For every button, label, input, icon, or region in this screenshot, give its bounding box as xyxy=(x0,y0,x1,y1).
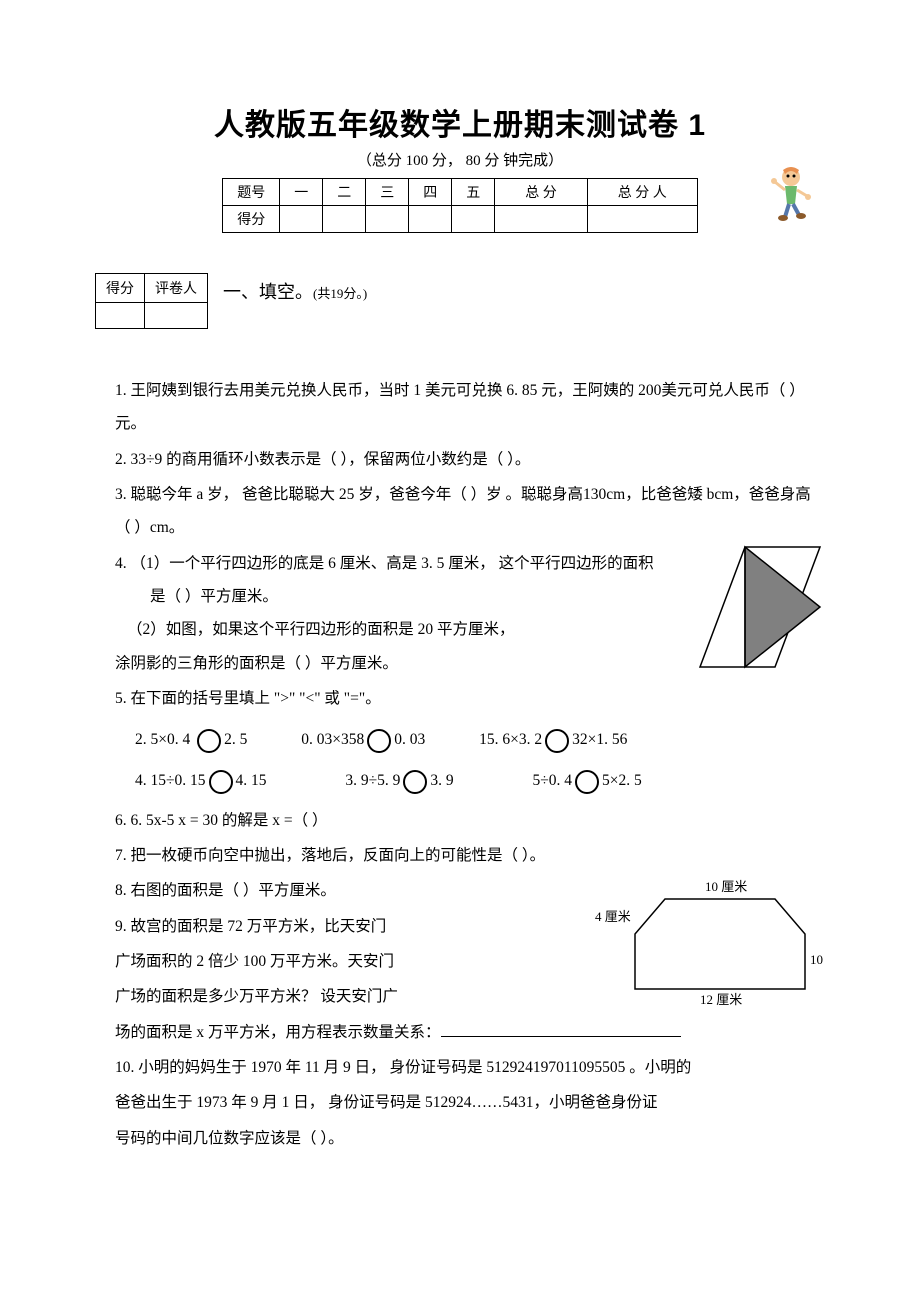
exam-title: 人教版五年级数学上册期末测试卷 1 xyxy=(95,100,825,144)
pentagon-label-right: 10 厘米 xyxy=(810,952,825,967)
compare-item: 3. 9÷5. 93. 9 xyxy=(345,764,453,797)
compare-row-2: 4. 15÷0. 154. 15 3. 9÷5. 93. 9 5÷0. 45×2… xyxy=(135,764,825,797)
mascot-decoration xyxy=(763,162,818,222)
compare-item: 0. 03×3580. 03 xyxy=(301,723,425,756)
exam-subtitle: （总分 100 分， 80 分 钟完成） xyxy=(95,149,825,170)
grader-value-cell xyxy=(96,303,145,329)
score-header-cell: 三 xyxy=(366,179,409,206)
score-header-cell: 总 分 人 xyxy=(587,179,697,206)
compare-circle xyxy=(209,770,233,794)
score-value-cell xyxy=(452,206,495,233)
question-5: 5. 在下面的括号里填上 ">" "<" 或 "="。 xyxy=(115,682,825,715)
question-6: 6. 6. 5x-5 x = 30 的解是 x =（ ） xyxy=(115,804,825,837)
question-9d-text: 场的面积是 x 万平方米，用方程表示数量关系： xyxy=(115,1024,441,1041)
score-value-cell xyxy=(366,206,409,233)
grader-table: 得分 评卷人 xyxy=(95,273,208,329)
score-value-cell xyxy=(587,206,697,233)
score-value-cell xyxy=(323,206,366,233)
question-10b: 爸爸出生于 1973 年 9 月 1 日， 身份证号码是 512924……543… xyxy=(115,1086,825,1119)
score-header-cell: 题号 xyxy=(223,179,280,206)
grader-value-cell xyxy=(145,303,208,329)
compare-circle xyxy=(403,770,427,794)
compare-circle xyxy=(575,770,599,794)
grader-header-cell: 得分 xyxy=(96,274,145,303)
score-header-cell: 总 分 xyxy=(495,179,588,206)
question-10a: 10. 小明的妈妈生于 1970 年 11 月 9 日， 身份证号码是 5129… xyxy=(115,1051,825,1084)
compare-circle xyxy=(197,729,221,753)
compare-item: 15. 6×3. 232×1. 56 xyxy=(479,723,627,756)
question-8-9-block: 10 厘米 10 厘米 4 厘米 12 厘米 8. 右图的面积是（ ）平方厘米。… xyxy=(115,874,825,1015)
pentagon-label-left: 4 厘米 xyxy=(595,909,631,924)
score-header-cell: 二 xyxy=(323,179,366,206)
score-header-cell: 五 xyxy=(452,179,495,206)
pentagon-label-bottom: 12 厘米 xyxy=(700,992,742,1007)
question-9d: 场的面积是 x 万平方米，用方程表示数量关系： xyxy=(115,1016,825,1049)
score-summary-table: 题号 一 二 三 四 五 总 分 总 分 人 得分 xyxy=(222,178,698,233)
section-title-text: 一、填空。 xyxy=(223,282,313,302)
section-heading: 一、填空。(共19分。) xyxy=(223,278,367,304)
parallelogram-figure xyxy=(695,537,825,677)
pentagon-label-top: 10 厘米 xyxy=(705,879,747,894)
question-10c: 号码的中间几位数字应该是（ ）。 xyxy=(115,1122,825,1155)
compare-item: 5÷0. 45×2. 5 xyxy=(533,764,642,797)
compare-item: 4. 15÷0. 154. 15 xyxy=(135,764,267,797)
question-2: 2. 33÷9 的商用循环小数表示是（ ），保留两位小数约是（ ）。 xyxy=(115,443,825,476)
question-3: 3. 聪聪今年 a 岁， 爸爸比聪聪大 25 岁，爸爸今年（ ）岁 。聪聪身高1… xyxy=(115,478,825,545)
pentagon-figure: 10 厘米 10 厘米 4 厘米 12 厘米 xyxy=(595,869,825,1009)
score-value-cell: 得分 xyxy=(223,206,280,233)
questions-container: 1. 王阿姨到银行去用美元兑换人民币，当时 1 美元可兑换 6. 85 元，王阿… xyxy=(95,374,825,1155)
score-value-cell xyxy=(280,206,323,233)
section-points: (共19分。) xyxy=(313,286,367,301)
score-header-cell: 一 xyxy=(280,179,323,206)
answer-blank-line xyxy=(441,1021,681,1037)
compare-circle xyxy=(367,729,391,753)
question-7: 7. 把一枚硬币向空中抛出，落地后，反面向上的可能性是（ ）。 xyxy=(115,839,825,872)
question-1: 1. 王阿姨到银行去用美元兑换人民币，当时 1 美元可兑换 6. 85 元，王阿… xyxy=(115,374,825,441)
score-header-cell: 四 xyxy=(409,179,452,206)
grader-header-cell: 评卷人 xyxy=(145,274,208,303)
score-value-cell xyxy=(409,206,452,233)
question-4: 4. （1）一个平行四边形的底是 6 厘米、高是 3. 5 厘米， 这个平行四边… xyxy=(115,547,825,680)
compare-row-1: 2. 5×0. 4 2. 5 0. 03×3580. 03 15. 6×3. 2… xyxy=(135,723,825,756)
compare-circle xyxy=(545,729,569,753)
score-value-cell xyxy=(495,206,588,233)
compare-item: 2. 5×0. 4 2. 5 xyxy=(135,723,247,756)
